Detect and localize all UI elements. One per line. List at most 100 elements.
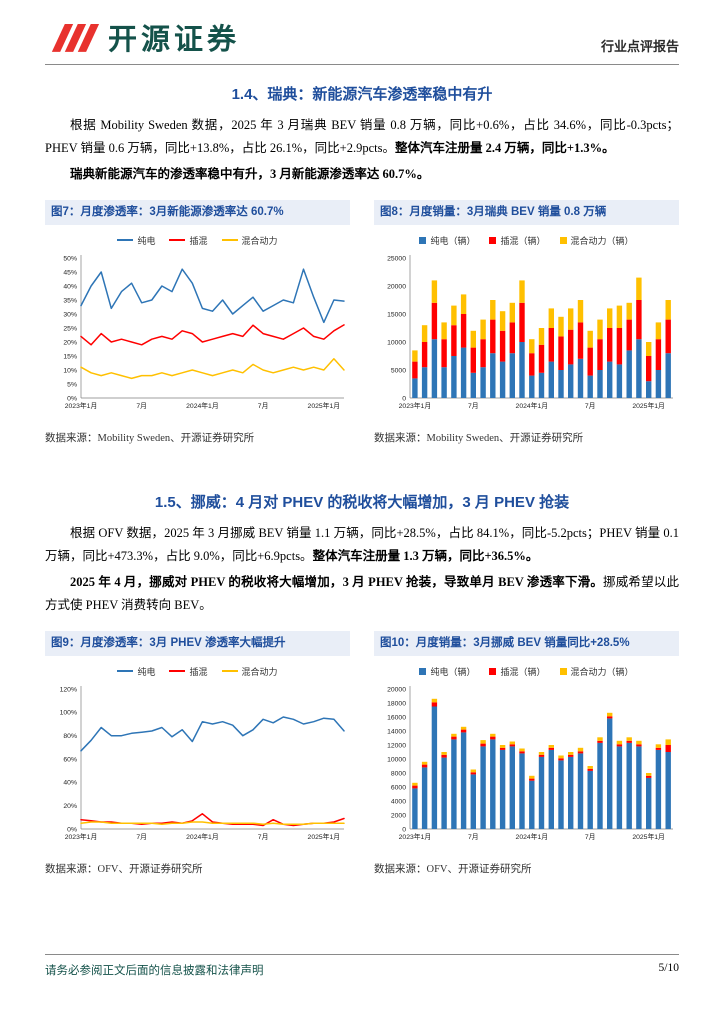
bar-segment [490,739,496,829]
legend-swatch-icon [117,670,134,673]
x-tick-label: 2024年1月 [516,832,549,841]
bar-segment [626,302,632,320]
legend-swatch-icon [169,670,186,673]
bar-segment [470,347,476,373]
bar-segment [597,736,603,741]
bar-segment [665,352,671,398]
y-tick-label: 2000 [391,812,406,819]
bar-segment [597,319,603,339]
bar-segment [412,378,418,398]
bar-segment [646,777,652,829]
bar-segment [616,746,623,829]
bar-segment [636,277,642,300]
y-tick-label: 6000 [391,784,406,791]
bar-segment [607,712,613,716]
bar-segment [558,369,564,398]
y-tick-label: 0 [402,826,406,833]
bar-segment [587,765,593,769]
bar-segment [529,780,535,829]
bar-segment [616,743,623,747]
bar-segment [568,751,574,755]
bar-segment [626,740,632,743]
bar-segment [412,785,418,789]
bar-segment [441,754,447,758]
bar-segment [607,308,613,328]
legend-label: 纯电 [137,666,156,677]
bar-segment [636,743,642,747]
x-tick-label: 7月 [258,402,269,410]
bar-segment [529,375,535,398]
bar-segment [646,380,652,398]
bar-segment [480,366,486,398]
bar-segment [499,330,506,362]
y-tick-label: 18000 [387,700,406,707]
x-tick-label: 2023年1月 [399,401,432,410]
bar-segment [480,338,486,367]
bar-segment [490,299,496,320]
legend-item: 混合动力 [221,665,278,678]
legend-label: 纯电（辆） [430,666,476,677]
legend-label: 混合动力 [241,235,278,246]
bar-segment [646,775,652,778]
y-tick-label: 20% [63,339,77,346]
y-tick-label: 40% [63,283,77,290]
x-tick-label: 7月 [136,833,147,841]
text-segment: 瑞典新能源汽车的渗透率稳中有升，3 月新能源渗透率达 60.7%。 [70,167,430,182]
bar-segment [548,327,554,362]
bar-segment [665,744,671,752]
figure-row-norway: 图9：月度渗透率：3月 PHEV 渗透率大幅提升 纯电 插混 混合动力 0% 20% 4… [45,631,679,875]
bar-segment [587,375,593,398]
bar-segment [538,751,545,755]
brand-logo-icon [51,24,100,52]
bar-segment [499,744,506,748]
bar-segment [568,308,574,330]
bar-segment [470,330,476,348]
bar-segment [597,338,603,370]
bar-segment [577,358,584,398]
bar-segment [607,718,613,829]
bar-segment [509,302,515,323]
bar-segment [451,324,457,356]
chart-legend: 纯电（辆） 插混（辆） 混合动力（辆） [374,665,679,678]
bar-segment [587,347,593,376]
bar-segment [470,769,476,772]
bar-segment [665,319,671,353]
bar-segment [665,299,671,320]
paragraph-sweden-1: 根据 Mobility Sweden 数据，2025 年 3 月瑞典 BEV 销… [45,114,679,160]
legend-item: 混合动力（辆） [559,234,634,247]
bar-segment [470,771,476,775]
text-segment: 2025 年 4 月，挪威对 PHEV 的税收将大幅增加，3 月 PHEV 抢装… [70,575,604,589]
bar-segment [509,741,515,744]
bar-segment [558,316,564,337]
bar-segment [421,324,428,342]
bar-segment [470,774,476,829]
bar-segment [607,361,613,398]
legend-label: 插混 [189,235,208,246]
legend-swatch-icon [419,667,427,675]
text-segment: 根据 OFV 数据，2025 年 3 月挪威 BEV 销量 1.1 万辆，同比+… [45,525,679,563]
y-tick-label: 10000 [387,756,406,763]
bar-segment [519,748,525,751]
figure-9-source: 数据来源：OFV、开源证券研究所 [45,863,203,875]
bar-segment [480,319,486,339]
bar-segment [548,747,554,750]
y-tick-label: 0 [402,395,406,402]
y-tick-label: 5% [67,381,77,388]
bar-segment [490,733,496,737]
x-tick-label: 2024年1月 [186,401,219,410]
bar-segment [577,753,584,829]
figure-8-bar-chart: 0 5000 10000 15000 20000 25000 2023年1月 7月 2024年1… [387,254,673,410]
x-tick-label: 2025年1月 [308,832,341,841]
y-tick-label: 15000 [387,311,406,318]
bar-segment [558,755,564,758]
bar-segment [519,341,525,398]
bar-segment [548,361,554,398]
figure-8-sweden-sales: 图8：月度销量：3月瑞典 BEV 销量 0.8 万辆 纯电（辆） 插混（辆） 混合动… [374,200,679,444]
bar-segment [597,742,603,829]
x-tick-label: 7月 [468,833,479,841]
chart-legend: 纯电 插混 混合动力 [45,665,350,678]
bar-segment [655,747,662,750]
bar-segment [597,369,603,398]
legend-label: 纯电 [137,235,156,246]
bar-segment [568,756,574,829]
